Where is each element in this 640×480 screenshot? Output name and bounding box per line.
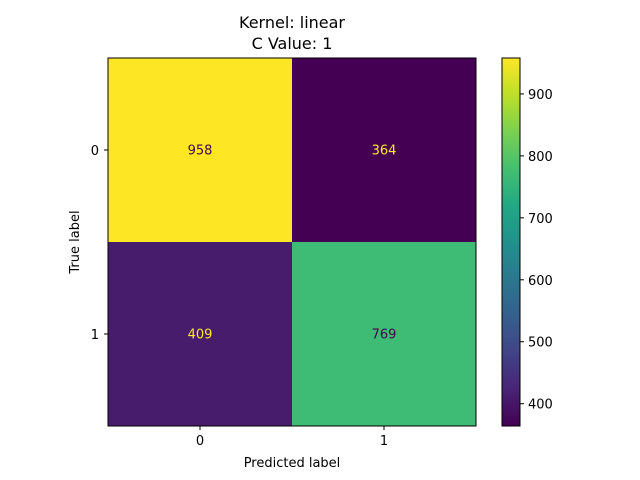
cell-value-label-1-1: 769 — [372, 328, 397, 343]
cell-value-label-0-0: 958 — [188, 144, 213, 159]
colorbar-tick-label-4: 800 — [528, 150, 553, 165]
heatmap-cell-0-0 — [108, 58, 292, 242]
x-axis-label: Predicted label — [244, 456, 341, 471]
y-tick-label-0: 0 — [91, 144, 99, 159]
y-axis-label: True label — [68, 210, 83, 274]
colorbar — [501, 57, 521, 427]
plot-frame — [107, 57, 477, 427]
colorbar-tick-label-2: 600 — [528, 274, 553, 289]
cell-value-label-1-0: 409 — [188, 328, 213, 343]
colorbar-tick-label-5: 900 — [528, 88, 553, 103]
colorbar-tick-label-0: 400 — [528, 398, 553, 413]
y-axis-ticks: 01 — [91, 144, 108, 343]
colorbar-tick-label-3: 700 — [528, 212, 553, 227]
chart-title-line-1: Kernel: linear — [239, 13, 345, 32]
heatmap-cell-labels: 958 364 409 769 — [188, 144, 397, 343]
heatmap-cell-1-1 — [292, 242, 476, 426]
x-tick-label-1: 1 — [380, 434, 388, 449]
chart-title-line-2: C Value: 1 — [252, 34, 333, 53]
x-tick-label-0: 0 — [196, 434, 204, 449]
colorbar-ticks: 400 500 600 700 800 900 — [520, 88, 553, 413]
heatmap-cell-0-1 — [292, 58, 476, 242]
y-tick-label-1: 1 — [91, 328, 99, 343]
heatmap-cells — [108, 58, 476, 426]
cell-value-label-0-1: 364 — [372, 144, 397, 159]
colorbar-tick-label-1: 500 — [528, 336, 553, 351]
heatmap-cell-1-0 — [108, 242, 292, 426]
